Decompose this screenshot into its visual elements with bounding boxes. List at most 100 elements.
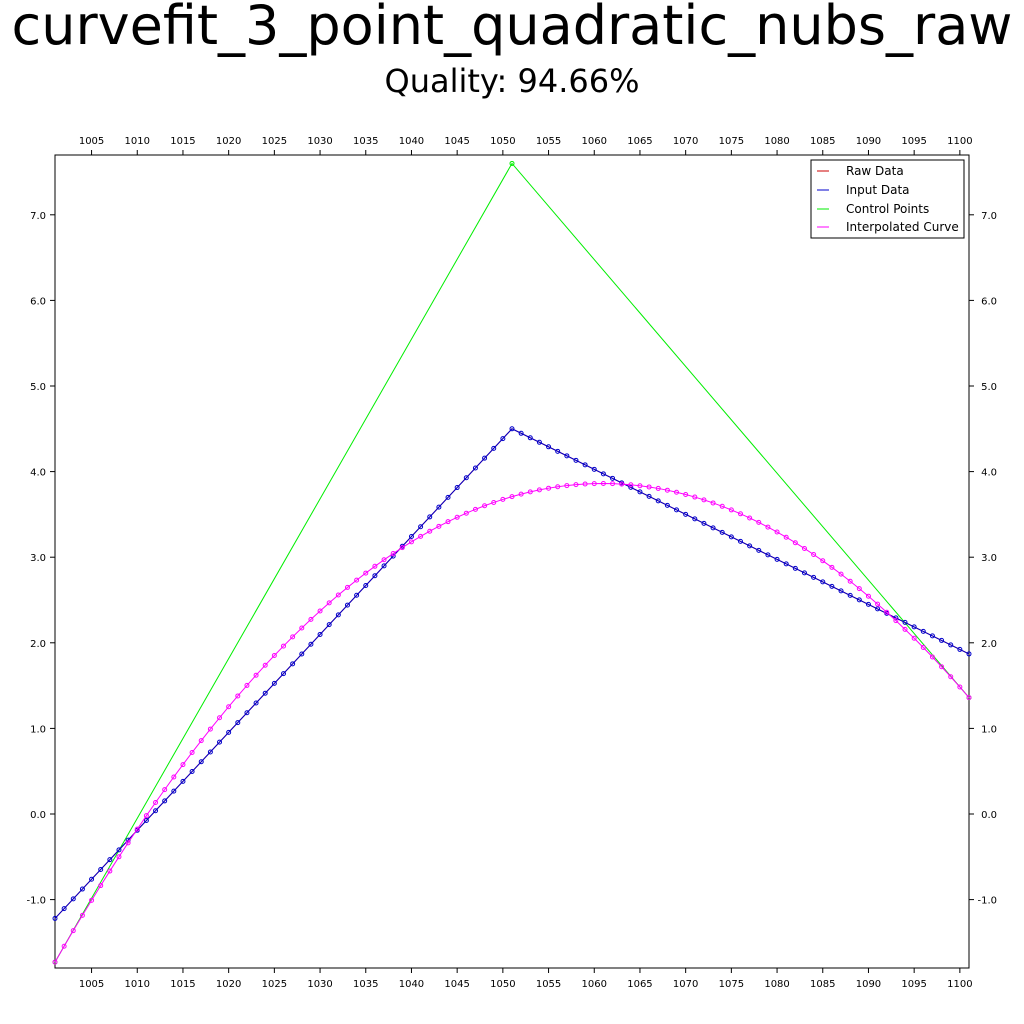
interpolated-curve-marker [655,485,661,491]
interpolated-curve-marker [847,578,853,584]
y-tick-label-right: 3.0 [981,553,997,564]
x-tick-label-top: 1065 [627,136,652,147]
input-data-marker [591,466,597,472]
x-tick-label-bottom: 1005 [79,979,104,990]
y-tick-label-left: 5.0 [30,382,46,393]
interpolated-curve-marker [107,868,113,874]
y-tick-label-right: 0.0 [981,810,997,821]
y-tick-label-right: 5.0 [981,382,997,393]
interpolated-curve-marker [244,682,250,688]
input-data-marker [747,543,753,549]
input-data-marker [98,866,104,872]
y-tick-label-left: 6.0 [30,296,46,307]
input-data-marker [948,642,954,648]
interpolated-curve-marker [929,654,935,660]
interpolated-curve-marker [619,481,625,487]
y-tick-label-left: -1.0 [26,896,46,907]
x-tick-label-bottom: 1100 [947,979,972,990]
x-tick-label-bottom: 1020 [216,979,241,990]
input-data-marker [692,516,698,522]
interpolated-curve-marker [472,506,478,512]
interpolated-curve-marker [801,545,807,551]
x-tick-label-bottom: 1070 [673,979,698,990]
input-data-marker [865,601,871,607]
interpolated-curve-line [54,483,970,963]
interpolated-curve-marker [89,897,95,903]
interpolated-curve-marker [792,540,798,546]
interpolated-curve-marker [610,481,616,487]
input-data-marker [637,489,643,495]
x-tick-label-top: 1055 [536,136,561,147]
input-data-marker [153,808,159,814]
interpolated-curve-marker [664,487,670,493]
interpolated-curve-marker [509,494,515,500]
interpolated-curve-marker [518,491,524,497]
interpolated-curve-marker [290,634,296,640]
interpolated-curve-marker [774,529,780,535]
input-data-marker [491,445,497,451]
interpolated-curve-marker [79,912,85,918]
y-tick-label-right: 4.0 [981,468,997,479]
interpolated-curve-marker [98,883,104,889]
input-data-marker [116,847,122,853]
x-tick-label-top: 1085 [810,136,835,147]
interpolated-curve-marker [756,519,762,525]
interpolated-curve-marker [719,503,725,509]
interpolated-curve-marker [957,684,963,690]
y-tick-label-right: 2.0 [981,639,997,650]
interpolated-curve-marker [335,592,341,598]
interpolated-curve-marker [966,695,972,701]
interpolated-curve-marker [408,539,414,545]
interpolated-curve-marker [582,481,588,487]
interpolated-curve-marker [153,800,159,806]
interpolated-curve-marker [573,482,579,488]
interpolated-curve-marker [381,557,387,563]
chart-title: curvefit_3_point_quadratic_nubs_raw [11,0,1013,57]
y-tick-label-left: 3.0 [30,553,46,564]
interpolated-curve-marker [783,534,789,540]
input-data-marker [509,426,515,432]
x-tick-label-top: 1070 [673,136,698,147]
x-tick-label-bottom: 1030 [307,979,332,990]
input-data-marker [363,582,369,588]
input-data-marker [262,690,268,696]
raw-data-line [54,428,970,919]
input-data-marker [875,606,881,612]
legend: Raw Data Input Data Control Points Inter… [810,159,965,239]
x-tick-label-top: 1090 [856,136,881,147]
interpolated-curve-marker [701,497,707,503]
x-tick-label-top: 1095 [901,136,926,147]
legend-label-raw: Raw Data [846,164,904,178]
interpolated-curve-marker [262,662,268,668]
x-tick-label-top: 1015 [170,136,195,147]
interpolated-curve-marker [390,551,396,557]
interpolated-curve-marker [399,545,405,551]
input-data-marker [801,570,807,576]
legend-label-curve: Interpolated Curve [846,220,959,234]
interpolated-curve-marker [427,528,433,534]
interpolated-curve-marker [738,511,743,517]
input-data-marker [354,592,360,598]
interpolated-curve-marker [61,943,67,949]
input-data-marker [52,915,58,921]
y-tick-label-left: 2.0 [30,639,46,650]
x-tick-label-top: 1025 [262,136,287,147]
input-data-marker [445,494,451,500]
y-tick-label-left: 7.0 [30,211,46,222]
input-data-marker [70,896,76,902]
interpolated-curve-marker [646,484,652,490]
input-data-marker [929,633,935,639]
input-data-marker [171,788,177,794]
input-data-marker [482,455,488,461]
interpolated-curve-marker [189,749,195,755]
interpolated-curve-marker [491,499,497,505]
input-data-marker [902,619,908,625]
input-data-marker [719,529,725,535]
interpolated-curve-marker [344,584,350,590]
series-layer [52,160,972,965]
input-data-marker [811,574,817,580]
interpolated-curve-marker [838,571,844,577]
x-tick-label-bottom: 1055 [536,979,561,990]
input-data-marker [738,538,743,544]
